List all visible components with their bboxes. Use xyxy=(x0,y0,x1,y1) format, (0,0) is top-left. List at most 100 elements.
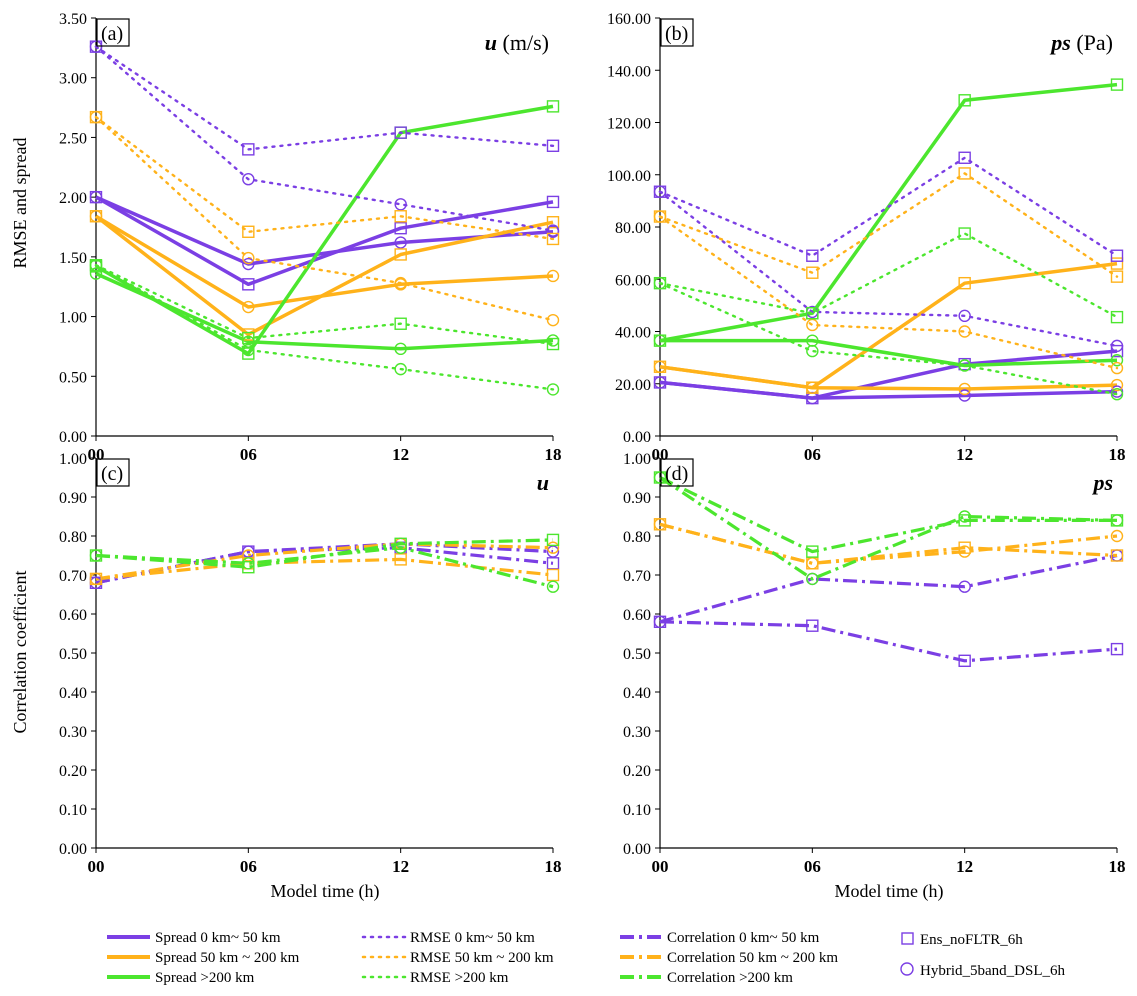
panel-c-label-box xyxy=(96,458,130,487)
panel-b-point-spread-50-km-200-km-ens xyxy=(958,276,971,290)
panel-b-point-rmse-0-km-50-km-hybrid xyxy=(1110,339,1124,353)
panel-b-point-rmse-0-km-50-km-hybrid xyxy=(958,309,971,323)
panel-c-point-correlation-200-km-ens xyxy=(242,561,255,574)
panel-b-point-rmse-50-km-200-km-hybrid xyxy=(958,325,971,338)
panel-a-y-tick-label: 1.50 xyxy=(59,250,87,267)
legend-label-spread-50-200: Spread 50 km ~ 200 km xyxy=(155,950,300,966)
panel-c-point-correlation-50-km-200-km-hybrid xyxy=(89,572,103,586)
panel-d-point-correlation-50-km-200-km-ens xyxy=(958,541,971,554)
panel-b-y-tick-label: 160.00 xyxy=(607,11,651,28)
panel-a-point-rmse-50-km-200-km-ens xyxy=(546,232,560,246)
legend-label-hybrid-5band: Hybrid_5band_DSL_6h xyxy=(920,963,1065,979)
panel-c-x-tick-label: 00 xyxy=(88,857,105,876)
panel-d-series-correlation-50-km-200-km-hybrid xyxy=(659,522,1118,565)
panel-d-x-tick-label: 06 xyxy=(804,857,821,876)
legend-marker-square xyxy=(901,932,914,945)
panel-a-point-rmse-0-km-50-km-hybrid xyxy=(89,40,103,53)
panel-c-variable-label: u xyxy=(537,470,549,495)
panel-d-point-correlation-200-km-hybrid xyxy=(653,471,667,484)
panel-b-point-rmse-0-km-50-km-hybrid xyxy=(653,185,667,198)
legend-label-rmse-50-200: RMSE 50 km ~ 200 km xyxy=(410,950,554,966)
panel-b-point-rmse-50-km-200-km-hybrid xyxy=(653,210,667,223)
panel-d-y-tick-label: 0.80 xyxy=(623,529,651,546)
panel-a-series-rmse-0-km-50-km-ens xyxy=(94,45,555,151)
panel-d-point-correlation-200-km-hybrid xyxy=(958,510,971,523)
panel-b-series-spread-50-km-200-km-hybrid xyxy=(659,365,1118,391)
panel-a-series-spread-50-km-200-km-hybrid xyxy=(95,214,554,309)
panel-a-point-rmse-0-km-50-km-ens xyxy=(242,143,255,156)
panel-a-point-spread-0-km-50-km-hybrid xyxy=(89,190,103,204)
panel-c-point-correlation-50-km-200-km-hybrid xyxy=(546,541,560,554)
panel-c-y-tick-label: 0.00 xyxy=(59,841,87,858)
panel-b-y-tick-label: 60.00 xyxy=(615,272,651,289)
panel-b-point-spread-200-km-ens xyxy=(1110,78,1124,91)
panel-a-series-spread-50-km-200-km-ens xyxy=(94,214,554,337)
panel-a-point-spread-0-km-50-km-ens xyxy=(242,278,255,291)
panel-b-series-rmse-50-km-200-km-ens xyxy=(658,172,1119,278)
panel-c-x-tick-label: 12 xyxy=(392,857,409,876)
panel-b-point-spread-50-km-200-km-hybrid xyxy=(806,381,819,394)
panel-c-point-correlation-200-km-hybrid xyxy=(394,541,407,554)
panel-d-point-correlation-50-km-200-km-hybrid xyxy=(1110,529,1124,543)
panel-b-point-spread-0-km-50-km-hybrid xyxy=(958,389,971,402)
panel-d-series-correlation-200-km-hybrid xyxy=(659,476,1118,581)
panel-b-point-spread-0-km-50-km-hybrid xyxy=(653,376,667,389)
panel-b-y-tick-label: 0.00 xyxy=(623,429,651,446)
panel-b-point-rmse-200-km-ens xyxy=(1110,310,1124,324)
panel-a-series-rmse-50-km-200-km-hybrid xyxy=(94,115,555,322)
panel-b-series-rmse-200-km-ens xyxy=(658,232,1119,319)
panel-a-point-spread-200-km-ens xyxy=(546,100,560,113)
panel-b-series-spread-200-km-hybrid xyxy=(660,338,1118,368)
panel-c-y-tick-label: 0.10 xyxy=(59,802,87,819)
x-axis-title-left: Model time (h) xyxy=(271,881,380,902)
panel-c-point-correlation-200-km-hybrid xyxy=(89,549,103,562)
panel-c-y-tick-label: 0.80 xyxy=(59,529,87,546)
legend-label-corr-0-50: Correlation 0 km~ 50 km xyxy=(667,930,820,946)
panel-d-series-correlation-0-km-50-km-hybrid xyxy=(659,553,1118,624)
panel-b-y-tick-label: 20.00 xyxy=(615,377,651,394)
legend-label-rmse-200: RMSE >200 km xyxy=(410,970,509,986)
panel-d-point-correlation-0-km-50-km-ens xyxy=(1110,642,1124,656)
panel-b-point-rmse-0-km-50-km-ens xyxy=(806,249,819,262)
panel-a-point-spread-50-km-200-km-hybrid xyxy=(546,269,560,283)
panel-c-series-correlation-50-km-200-km-hybrid xyxy=(95,542,554,581)
panel-c-y-tick-label: 0.20 xyxy=(59,763,87,780)
panel-b-x-tick-label: 06 xyxy=(804,445,821,464)
panel-b-y-tick-label: 120.00 xyxy=(607,116,651,133)
panel-c-y-tick-label: 1.00 xyxy=(59,451,87,468)
panel-c-y-tick-label: 0.50 xyxy=(59,646,87,663)
panel-a-point-rmse-50-km-200-km-ens xyxy=(394,210,407,223)
panel-c-point-correlation-50-km-200-km-ens xyxy=(546,568,560,582)
panel-b-point-rmse-50-km-200-km-hybrid xyxy=(1110,361,1124,375)
panel-c-series-correlation-200-km-hybrid xyxy=(95,546,554,589)
panel-c-label: (c) xyxy=(101,463,123,485)
panel-a-point-rmse-0-km-50-km-ens xyxy=(394,126,407,139)
legend-label-spread-0-50: Spread 0 km~ 50 km xyxy=(155,930,281,946)
panel-c-point-correlation-200-km-hybrid xyxy=(546,580,560,593)
panel-b-point-rmse-200-km-hybrid xyxy=(806,344,819,358)
panel-a-point-spread-50-km-200-km-ens xyxy=(394,248,407,261)
legend-label-ens-noFLTR: Ens_noFLTR_6h xyxy=(920,932,1023,948)
panel-a-variable-label: u (m/s) xyxy=(485,30,549,55)
panel-b-point-spread-50-km-200-km-hybrid xyxy=(653,360,667,373)
panel-a-point-spread-0-km-50-km-hybrid xyxy=(394,236,407,249)
panel-b-point-rmse-200-km-hybrid xyxy=(1110,388,1124,401)
panel-a-point-rmse-50-km-200-km-hybrid xyxy=(242,251,255,265)
panel-b-series-spread-50-km-200-km-ens xyxy=(659,261,1118,390)
panel-c-x-tick-label: 06 xyxy=(240,857,257,876)
panel-a-point-rmse-0-km-50-km-hybrid xyxy=(546,224,560,237)
panel-d-point-correlation-200-km-hybrid xyxy=(806,572,819,586)
panel-b-series-spread-200-km-ens xyxy=(659,82,1118,343)
panel-d-point-correlation-200-km-ens xyxy=(958,514,971,527)
panel-a-point-spread-200-km-hybrid xyxy=(394,342,407,356)
panel-b-x-tick-label: 18 xyxy=(1109,445,1126,464)
panel-b-point-rmse-50-km-200-km-ens xyxy=(806,266,819,279)
panel-a-point-rmse-50-km-200-km-ens xyxy=(242,225,255,238)
panel-b-variable-label: ps (Pa) xyxy=(1049,30,1113,55)
panel-a-point-rmse-200-km-hybrid xyxy=(546,383,560,396)
panel-a-point-spread-200-km-ens xyxy=(242,347,255,360)
panel-b-point-rmse-200-km-hybrid xyxy=(653,276,667,290)
legend-label-corr-200: Correlation >200 km xyxy=(667,970,793,986)
panel-c-series-correlation-200-km-ens xyxy=(95,538,554,569)
